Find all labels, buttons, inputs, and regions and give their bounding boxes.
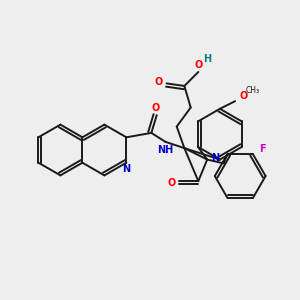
Text: F: F	[259, 144, 266, 154]
Text: O: O	[151, 103, 159, 113]
Text: O: O	[195, 59, 203, 70]
Text: O: O	[155, 77, 163, 87]
Text: CH₃: CH₃	[245, 86, 260, 95]
Text: O: O	[168, 178, 176, 188]
Text: NH: NH	[158, 145, 174, 155]
Text: N: N	[122, 164, 130, 174]
Text: N: N	[212, 153, 220, 163]
Text: H: H	[203, 54, 211, 64]
Text: O: O	[239, 91, 247, 101]
